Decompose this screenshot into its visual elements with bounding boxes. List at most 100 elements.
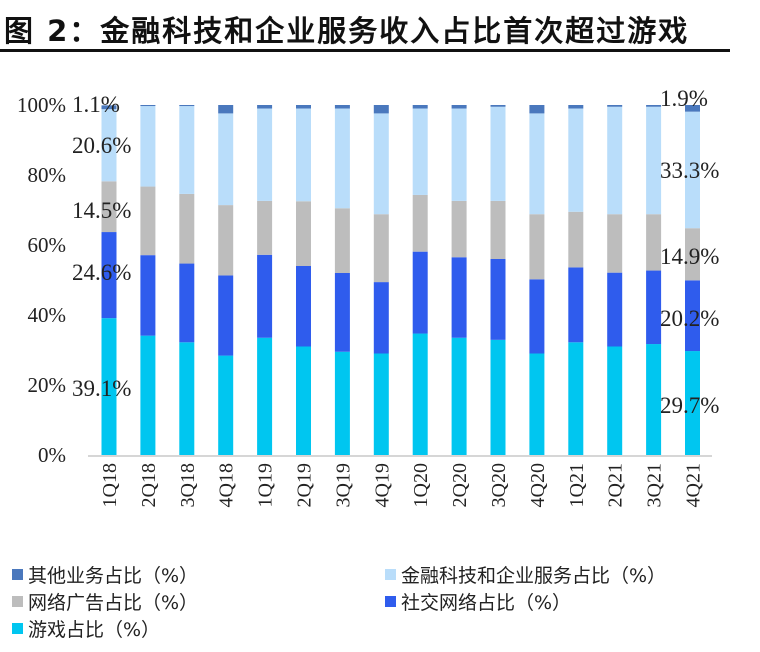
data-label: 20.6%: [72, 133, 131, 158]
bar-segment: [490, 339, 506, 455]
x-tick-label: 2Q21: [605, 463, 627, 507]
bar-segment: [451, 257, 467, 338]
x-tick-label: 3Q19: [332, 463, 354, 507]
bar-segment: [373, 282, 389, 354]
x-tick-label: 2Q19: [294, 463, 316, 507]
bar-segment: [607, 272, 623, 347]
bar-segment: [218, 113, 234, 206]
bar-segment: [334, 273, 350, 352]
x-tick-label: 4Q19: [371, 463, 393, 507]
bar-segment: [607, 105, 623, 107]
bar-segment: [334, 105, 350, 109]
bar-segment: [529, 279, 545, 354]
bar-segment: [490, 200, 506, 259]
bar-segment: [296, 105, 311, 109]
bar-segment: [490, 259, 506, 340]
legend-item-ads: 网络广告占比（%）: [12, 588, 198, 615]
bar-segment: [529, 353, 545, 455]
bar-segment: [179, 263, 195, 343]
x-tick-label: 1Q18: [99, 463, 121, 507]
bar-segment: [140, 255, 156, 336]
y-tick-label: 60%: [28, 233, 67, 257]
bar-segment: [607, 346, 623, 455]
bar-segment: [373, 214, 389, 283]
bar-segment: [373, 113, 389, 215]
bar-segment: [646, 270, 662, 345]
bar-segment: [218, 275, 234, 356]
x-tick-label: 4Q21: [683, 463, 705, 507]
bar-segment: [101, 232, 117, 319]
bar-segment: [373, 105, 389, 114]
data-label: 1.1%: [72, 92, 120, 117]
x-tick-label: 2Q20: [449, 463, 471, 507]
bar-segment: [685, 105, 700, 112]
bar-segment: [257, 105, 273, 109]
legend-label: 游戏占比（%）: [28, 619, 161, 641]
y-tick-label: 80%: [28, 163, 67, 187]
legend-swatch: [385, 596, 396, 607]
x-tick-label: 3Q21: [644, 463, 666, 507]
x-tick-label: 3Q18: [177, 463, 199, 507]
bar-segment: [685, 111, 700, 229]
data-label: 33.3%: [660, 158, 719, 183]
bar-segment: [296, 266, 311, 347]
bar-segment: [529, 105, 545, 114]
legend-swatch: [385, 569, 396, 580]
x-tick-label: 1Q21: [566, 463, 588, 507]
legend-item-games: 游戏占比（%）: [12, 615, 160, 642]
bar-segment: [101, 105, 117, 110]
bar-segment: [257, 200, 273, 255]
bar-segment: [685, 280, 700, 352]
bar-segment: [373, 353, 389, 455]
y-tick-label: 100%: [17, 93, 66, 117]
bar-segment: [140, 186, 156, 256]
legend-item-fintech: 金融科技和企业服务占比（%）: [385, 561, 666, 588]
legend-swatch: [12, 569, 23, 580]
bar-segment: [451, 105, 467, 109]
data-label: 20.2%: [660, 306, 719, 331]
legend-label: 社交网络占比（%）: [401, 592, 572, 614]
bar-segment: [218, 205, 234, 276]
bar-segment: [334, 351, 350, 455]
bar-segment: [568, 267, 584, 343]
bar-segment: [568, 342, 584, 455]
bar-segment: [412, 194, 428, 252]
bar-segment: [490, 105, 506, 107]
bar-segment: [490, 106, 506, 201]
bar-segment: [607, 106, 623, 215]
legend-item-social: 社交网络占比（%）: [385, 588, 571, 615]
bar-segment: [646, 105, 662, 107]
bar-segment: [685, 228, 700, 281]
legend-swatch: [12, 596, 23, 607]
bar-segment: [607, 214, 623, 273]
y-tick-label: 20%: [28, 373, 67, 397]
bar-segment: [179, 106, 195, 194]
x-tick-label: 1Q20: [410, 463, 432, 507]
x-tick-label: 4Q18: [216, 463, 238, 507]
bar-segment: [646, 214, 662, 271]
bar-segment: [451, 200, 467, 258]
bar-segment: [140, 106, 156, 187]
bar-segment: [568, 105, 584, 109]
bar-segment: [179, 342, 195, 455]
bar-segment: [179, 193, 195, 264]
chart-title: 图 2：金融科技和企业服务收入占比首次超过游戏: [4, 14, 690, 48]
legend-item-other: 其他业务占比（%）: [12, 561, 198, 588]
bar-segment: [101, 318, 117, 455]
legend-label: 金融科技和企业服务占比（%）: [401, 565, 667, 587]
bar-segment: [334, 108, 350, 209]
data-label: 39.1%: [72, 376, 131, 401]
bar-segment: [412, 333, 428, 455]
bar-segment: [140, 335, 156, 455]
bar-segment: [179, 105, 195, 107]
bar-segment: [101, 181, 117, 233]
bar-segment: [257, 337, 273, 455]
x-tick-label: 2Q18: [138, 463, 160, 507]
legend-swatch: [12, 623, 23, 634]
bar-segment: [257, 108, 273, 201]
title-underline: [0, 49, 730, 52]
bar-segment: [218, 355, 234, 455]
bar-segment: [296, 201, 311, 266]
data-label: 14.5%: [72, 198, 131, 223]
bar-segment: [412, 108, 428, 195]
